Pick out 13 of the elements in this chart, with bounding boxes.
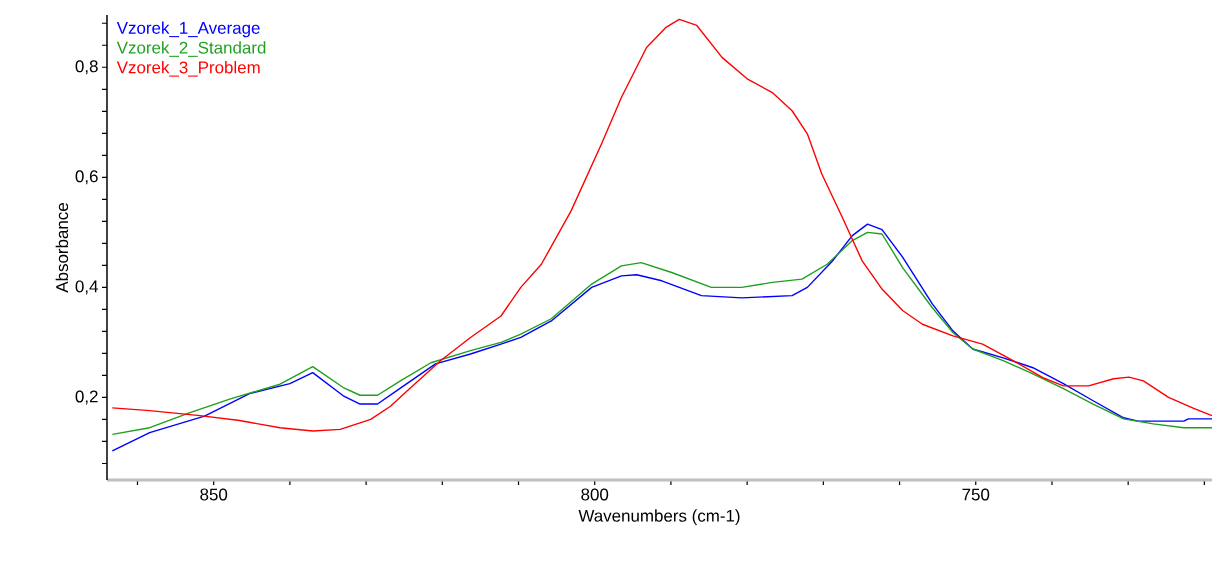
text: Vzorek_2_Standard — [116, 41, 266, 57]
text: Vzorek_1_Average — [116, 21, 260, 38]
y-axis-title: Absorbance — [55, 203, 69, 293]
y-tick-label: 0,8 — [75, 60, 98, 75]
x-tick-label: 800 — [581, 488, 609, 501]
y-tick-label: 0,4 — [75, 280, 98, 295]
x-tick-label: 750 — [962, 488, 990, 501]
y-tick-label: 0,6 — [75, 170, 98, 185]
x-tick-label: 850 — [200, 488, 228, 501]
line-series — [111, 18, 1213, 432]
y-tick-label: 0,2 — [75, 390, 98, 405]
x-axis-title: Wavenumbers (cm-1) — [578, 509, 740, 526]
text: Vzorek_3_Problem — [116, 61, 260, 77]
